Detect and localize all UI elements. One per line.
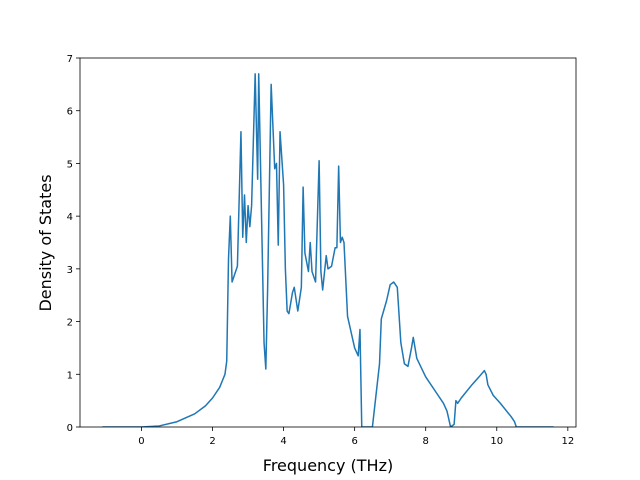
x-axis-label: Frequency (THz) (263, 456, 393, 475)
x-tick-label: 12 (561, 436, 574, 447)
line (102, 73, 554, 427)
x-tick-label: 6 (351, 436, 357, 447)
x-tick-label: 0 (138, 436, 144, 447)
y-tick-label: 6 (67, 107, 73, 118)
y-axis-label: Density of States (36, 174, 55, 311)
y-tick-label: 5 (67, 159, 73, 170)
y-tick-label: 3 (67, 265, 73, 276)
x-tick-label: 4 (280, 436, 286, 447)
y-tick-label: 7 (67, 54, 73, 65)
plot-frame (79, 57, 577, 428)
y-tick-label: 2 (67, 318, 73, 329)
y-tick-label: 4 (67, 212, 73, 223)
y-tick-label: 0 (67, 423, 73, 434)
x-tick-label: 10 (490, 436, 503, 447)
x-tick-label: 2 (209, 436, 215, 447)
x-tick-label: 8 (423, 436, 429, 447)
y-tick-label: 1 (67, 370, 73, 381)
